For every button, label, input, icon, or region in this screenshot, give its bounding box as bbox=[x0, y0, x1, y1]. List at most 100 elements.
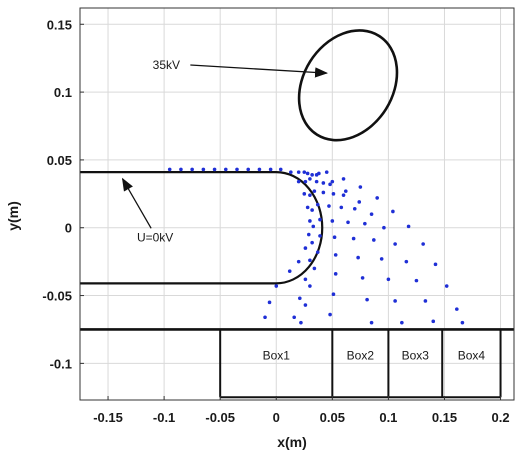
trajectory-point bbox=[341, 193, 346, 197]
trajectory-point bbox=[303, 303, 308, 307]
trajectory-point bbox=[263, 315, 267, 320]
high-voltage-electrode bbox=[297, 29, 399, 142]
trajectory-point bbox=[369, 320, 374, 325]
electrode-label: U=0kV bbox=[137, 230, 173, 244]
trajectory-point bbox=[365, 297, 369, 302]
trajectory-point bbox=[308, 284, 312, 288]
trajectory-point bbox=[321, 190, 326, 195]
y-axis-label: y(m) bbox=[5, 201, 21, 231]
trajectory-point bbox=[331, 292, 336, 297]
trajectory-point bbox=[314, 179, 319, 184]
trajectory-point bbox=[298, 296, 302, 301]
trajectory-point bbox=[303, 277, 308, 282]
trajectory-point bbox=[308, 219, 312, 223]
trajectory-point bbox=[375, 196, 379, 200]
trajectory-point bbox=[327, 204, 331, 208]
trajectory-point bbox=[302, 170, 307, 174]
trajectory-point bbox=[303, 246, 308, 250]
x-tick-label: 0.15 bbox=[432, 410, 457, 425]
trajectory-point bbox=[308, 177, 312, 181]
trajectory-point bbox=[308, 193, 312, 197]
box-label: Box2 bbox=[347, 348, 375, 362]
trajectory-point bbox=[305, 171, 310, 176]
trajectory-point bbox=[341, 177, 346, 181]
trajectory-point bbox=[305, 205, 310, 210]
trajectory-point bbox=[201, 167, 206, 172]
box-label: Box1 bbox=[263, 348, 291, 362]
trajectory-point bbox=[296, 179, 301, 184]
trajectory-point bbox=[455, 307, 459, 311]
trajectory-point bbox=[382, 225, 386, 230]
y-tick-label: -0.1 bbox=[50, 356, 72, 371]
trajectory-point bbox=[393, 242, 397, 246]
trajectory-point bbox=[421, 242, 425, 246]
trajectory-point bbox=[363, 221, 367, 226]
trajectory-point bbox=[331, 192, 336, 196]
trajectory-point bbox=[386, 277, 391, 282]
trajectory-point bbox=[296, 259, 301, 264]
trajectory-point bbox=[328, 312, 332, 317]
x-tick-label: -0.15 bbox=[93, 410, 123, 425]
trajectory-point bbox=[332, 235, 337, 240]
trajectory-point bbox=[317, 171, 321, 176]
trajectory-point bbox=[302, 192, 307, 196]
y-tick-label: 0.15 bbox=[47, 17, 72, 32]
x-tick-label: 0.2 bbox=[492, 410, 510, 425]
trajectory-point bbox=[303, 179, 308, 184]
trajectory-point bbox=[414, 278, 419, 283]
trajectory-point bbox=[406, 224, 411, 229]
trajectory-point bbox=[400, 320, 404, 325]
trajectory-point bbox=[343, 189, 348, 193]
x-axis-label: x(m) bbox=[277, 434, 307, 450]
trajectory-point bbox=[357, 200, 362, 204]
box-label: Box4 bbox=[458, 348, 486, 362]
trajectory-point bbox=[289, 170, 293, 174]
trajectory-point bbox=[287, 269, 292, 273]
y-tick-label: 0.1 bbox=[54, 85, 72, 100]
grid bbox=[80, 8, 514, 400]
trajectory-point bbox=[379, 257, 384, 261]
annotation-arrow bbox=[121, 177, 152, 229]
trajectory-point bbox=[223, 167, 228, 172]
trajectory-point bbox=[328, 182, 332, 187]
plot-frame bbox=[79, 7, 515, 401]
structure-layer: Box1 Box2 Box3 Box4 bbox=[80, 29, 514, 399]
trajectory-point bbox=[274, 284, 279, 288]
x-tick-label: -0.05 bbox=[205, 410, 235, 425]
annotation-layer: U=0kV 35kV bbox=[121, 58, 329, 244]
trajectory-point bbox=[333, 253, 338, 257]
grounded-electrode bbox=[80, 171, 324, 285]
trajectory-point bbox=[444, 284, 449, 288]
trajectory-point bbox=[167, 167, 172, 172]
trajectory-point bbox=[352, 206, 357, 211]
trajectory-point bbox=[372, 238, 376, 242]
x-tick-label: 0 bbox=[273, 410, 280, 425]
trajectory-point bbox=[404, 259, 409, 264]
trajectory-point bbox=[318, 217, 322, 222]
x-tick-label: 0.05 bbox=[320, 410, 345, 425]
trajectory-point bbox=[330, 179, 335, 184]
trajectory-point bbox=[324, 170, 329, 174]
trajectory-point bbox=[356, 255, 360, 260]
annotation-arrow bbox=[190, 64, 329, 78]
trajectory-point bbox=[306, 232, 311, 237]
trajectory-point bbox=[267, 300, 272, 305]
x-tick-label: 0.1 bbox=[379, 410, 397, 425]
trajectory-point bbox=[257, 167, 262, 172]
trajectory-point bbox=[360, 276, 365, 280]
y-tick-label: 0.05 bbox=[47, 153, 72, 168]
trajectory-point bbox=[235, 167, 239, 172]
trajectory-point bbox=[391, 209, 395, 214]
y-tick-label: 0 bbox=[65, 221, 72, 236]
trajectory-point bbox=[179, 167, 183, 172]
trajectory-point bbox=[460, 320, 465, 325]
trajectory-point bbox=[393, 299, 397, 303]
trajectory-point bbox=[308, 258, 312, 263]
trajectory-point bbox=[433, 262, 438, 267]
trajectory-point bbox=[310, 208, 314, 212]
trajectory-point bbox=[310, 173, 314, 177]
trajectory-point bbox=[369, 212, 374, 216]
trajectory-point bbox=[358, 185, 363, 189]
